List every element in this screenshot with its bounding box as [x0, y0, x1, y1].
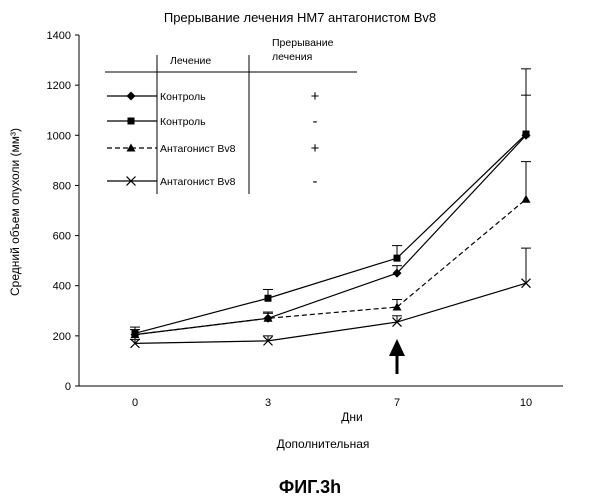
legend: Лечение Прерывание лечения Контроль+Конт…: [105, 37, 357, 194]
y-tick-label: 600: [53, 231, 71, 243]
x-tick-label: 7: [394, 397, 400, 409]
series-line: [135, 199, 526, 334]
y-axis-label: Средний объем опухоли (мм³): [8, 128, 22, 296]
data-point: [522, 195, 531, 203]
legend-label: Контроль: [160, 116, 206, 128]
legend-header-interruption-2: лечения: [272, 51, 312, 63]
series-group: [130, 69, 531, 348]
x-axis-sublabel: Дополнительная: [277, 437, 370, 451]
legend-label: Антагонист Bv8: [160, 176, 236, 188]
legend-header-treatment: Лечение: [170, 55, 211, 67]
data-point: [394, 255, 401, 262]
series-line: [135, 135, 526, 334]
y-tick-label: 1200: [47, 80, 71, 92]
series-3: [130, 162, 531, 338]
legend-marker: [127, 92, 136, 101]
legend-interruption-sign: +: [311, 140, 320, 157]
legend-label: Контроль: [160, 91, 206, 103]
data-point: [523, 131, 530, 138]
legend-rows: Контроль+Контроль-Антагонист Bv8+Антагон…: [107, 88, 320, 190]
y-ticks: 0 200 400 600 800 1000 1200 1400: [47, 30, 79, 393]
y-tick-label: 200: [53, 331, 71, 343]
x-ticks: 0 3 7 10: [132, 397, 532, 409]
series-4: [130, 248, 531, 348]
y-tick-label: 800: [53, 180, 71, 192]
x-tick-label: 3: [265, 397, 271, 409]
y-tick-label: 0: [65, 381, 71, 393]
chart-title: Прерывание лечения НМ7 антагонистом Bv8: [164, 10, 436, 25]
figure-label: ФИГ.3h: [279, 477, 341, 497]
y-tick-label: 400: [53, 281, 71, 293]
legend-interruption-sign: +: [311, 88, 320, 105]
x-tick-label: 10: [520, 397, 532, 409]
y-tick-label: 1400: [47, 30, 71, 42]
series-1: [131, 95, 532, 339]
y-tick-label: 1000: [47, 130, 71, 142]
series-line: [135, 134, 526, 333]
interruption-arrow-icon: [389, 339, 405, 374]
legend-interruption-sign: -: [313, 113, 318, 130]
x-axis-label: Дни: [341, 410, 362, 424]
legend-interruption-sign: -: [313, 173, 318, 190]
legend-item-2: Контроль -: [107, 113, 318, 130]
legend-item-3: Антагонист Bv8 +: [107, 140, 320, 157]
x-tick-label: 0: [132, 397, 138, 409]
legend-label: Антагонист Bv8: [160, 143, 236, 155]
data-point: [265, 295, 272, 302]
legend-item-1: Контроль +: [107, 88, 320, 105]
legend-item-4: Антагонист Bv8 -: [107, 173, 318, 190]
legend-marker: [128, 118, 135, 125]
legend-header-interruption-1: Прерывание: [272, 37, 334, 49]
